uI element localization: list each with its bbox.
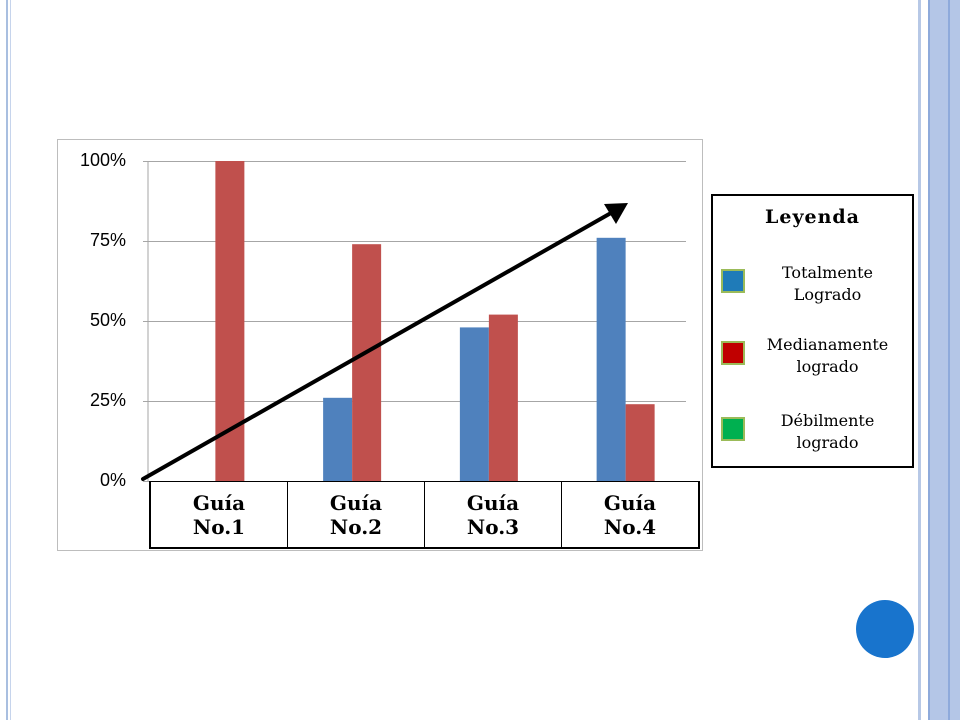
legend-box: Leyenda Totalmente Logrado Medianamente l… bbox=[711, 194, 914, 468]
x-category-label: Guía No.1 bbox=[151, 481, 288, 547]
x-category-label: Guía No.2 bbox=[288, 481, 425, 547]
category-label-table: Guía No.1 Guía No.2 Guía No.3 Guía No.4 bbox=[149, 481, 700, 549]
bar-medianamente-2 bbox=[352, 244, 382, 481]
bar-totalmente-2 bbox=[323, 397, 353, 481]
legend-swatch bbox=[721, 417, 745, 441]
y-tick-label: 50% bbox=[89, 310, 126, 330]
bar-totalmente-3 bbox=[459, 327, 489, 481]
legend-swatch bbox=[721, 269, 745, 293]
bar-medianamente-1 bbox=[215, 161, 245, 481]
legend-label: Totalmente Logrado bbox=[782, 263, 873, 304]
y-tick-label: 25% bbox=[89, 390, 126, 410]
circle-button[interactable] bbox=[856, 600, 914, 658]
bar-medianamente-3 bbox=[488, 314, 518, 481]
frame-stripe bbox=[948, 0, 950, 720]
legend-title: Leyenda bbox=[765, 206, 860, 228]
frame-stripe bbox=[928, 0, 930, 720]
slide-frame-left-inner bbox=[10, 0, 11, 720]
frame-stripe bbox=[918, 0, 921, 720]
trend-arrow-line bbox=[141, 207, 620, 481]
slide-frame-left bbox=[6, 0, 8, 720]
x-category-label: Guía No.4 bbox=[562, 481, 698, 547]
frame-stripe bbox=[950, 0, 960, 720]
x-category-label: Guía No.3 bbox=[425, 481, 562, 547]
bar-totalmente-4 bbox=[596, 237, 626, 481]
legend-swatch bbox=[721, 341, 745, 365]
legend-label: Medianamente logrado bbox=[766, 335, 889, 376]
y-tick-label: 0% bbox=[99, 470, 126, 490]
legend-label: Débilmente logrado bbox=[780, 411, 875, 452]
y-tick-label: 100% bbox=[79, 150, 126, 170]
slide-frame-right bbox=[918, 0, 960, 720]
frame-stripe bbox=[928, 0, 948, 720]
trend-arrow-head bbox=[604, 203, 628, 224]
y-tick-label: 75% bbox=[89, 230, 126, 250]
bar-medianamente-4 bbox=[625, 404, 655, 481]
